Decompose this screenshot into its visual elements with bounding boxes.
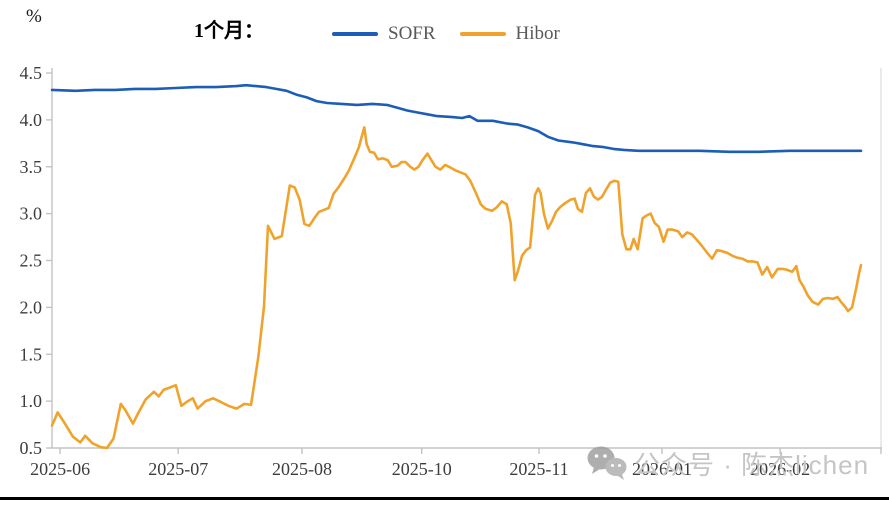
x-tick-label: 2026-02: [750, 459, 810, 479]
x-tick-label: 2025-07: [148, 459, 208, 479]
y-tick-label: 1.0: [20, 391, 43, 411]
y-tick-label: 4.0: [20, 110, 43, 130]
bottom-border: [0, 497, 889, 500]
sofr-line: [50, 83, 863, 154]
y-tick-label: 2.0: [20, 297, 43, 317]
hibor-legend-label: Hibor: [515, 23, 560, 44]
x-tick-label: 2025-11: [509, 459, 568, 479]
x-tick-label: 2025-10: [392, 459, 452, 479]
sofr-legend-label: SOFR: [388, 23, 436, 44]
x-tick-label: 2025-08: [272, 459, 332, 479]
hibor-legend-swatch: [459, 32, 506, 36]
y-axis-unit-label: %: [26, 6, 42, 27]
x-tick-label: 2026-01: [632, 459, 692, 479]
y-tick-label: 3.5: [20, 157, 43, 177]
y-tick-label: 3.0: [20, 204, 43, 224]
chart-title: 1个月：: [194, 20, 264, 42]
y-tick-label: 1.5: [20, 344, 43, 364]
chart-legend: SOFR Hibor: [332, 24, 584, 44]
y-tick-label: 0.5: [20, 438, 43, 458]
x-tick-label: 2025-06: [30, 459, 90, 479]
hibor-line: [50, 126, 863, 450]
y-tick-label: 2.5: [20, 251, 43, 271]
sofr-legend-swatch: [332, 32, 378, 36]
y-tick-label: 4.5: [20, 63, 43, 83]
